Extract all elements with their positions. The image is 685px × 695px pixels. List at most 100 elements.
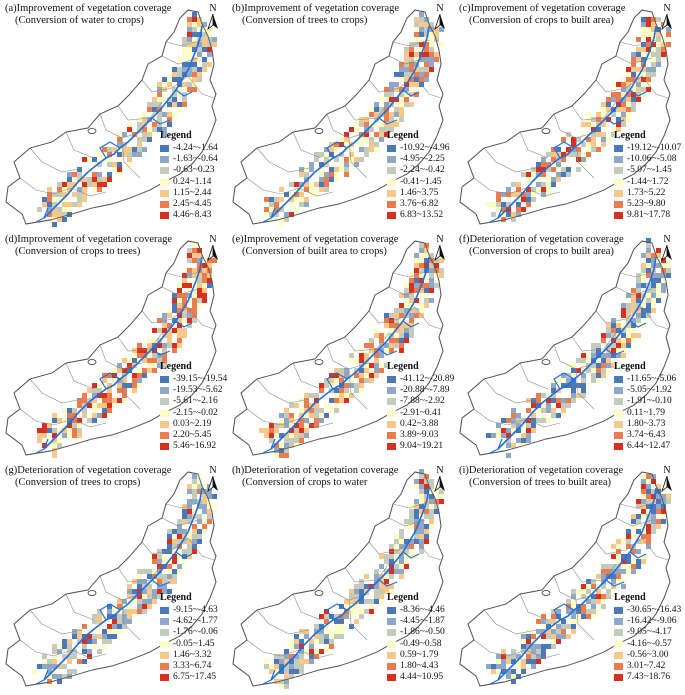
raster-cell bbox=[147, 599, 152, 604]
legend-swatch bbox=[387, 156, 396, 164]
raster-cell bbox=[309, 413, 314, 418]
raster-cell bbox=[197, 283, 202, 288]
raster-cell bbox=[147, 338, 152, 343]
raster-cell bbox=[92, 644, 97, 649]
raster-cell bbox=[87, 403, 92, 408]
raster-cell bbox=[177, 303, 182, 308]
raster-cell bbox=[394, 549, 399, 554]
raster-cell bbox=[52, 649, 57, 654]
raster-cell bbox=[354, 383, 359, 388]
raster-cell bbox=[162, 584, 167, 589]
legend-item: -7.88~-2.92 bbox=[387, 396, 455, 407]
raster-cell bbox=[344, 162, 349, 167]
raster-cell bbox=[177, 288, 182, 293]
raster-cell bbox=[202, 519, 207, 524]
raster-cell bbox=[77, 202, 82, 207]
raster-cell bbox=[192, 57, 197, 62]
raster-cell bbox=[641, 87, 646, 92]
raster-cell bbox=[72, 413, 77, 418]
legend-range-label: -19.53~-5.62 bbox=[173, 385, 223, 396]
raster-cell bbox=[359, 614, 364, 619]
raster-cell bbox=[319, 172, 324, 177]
raster-cell bbox=[399, 564, 404, 569]
raster-cell bbox=[486, 202, 491, 207]
legend-range-label: -1.44~1.72 bbox=[627, 176, 669, 187]
raster-cell bbox=[601, 102, 606, 107]
raster-cell bbox=[284, 443, 289, 448]
raster-cell bbox=[284, 423, 289, 428]
raster-cell bbox=[52, 664, 57, 669]
legend-swatch bbox=[614, 420, 623, 428]
legend-item: -5.05~-1.92 bbox=[614, 385, 682, 396]
raster-cell bbox=[57, 182, 62, 187]
raster-cell bbox=[339, 162, 344, 167]
raster-cell bbox=[409, 82, 414, 87]
raster-cell bbox=[556, 162, 561, 167]
district-boundary bbox=[641, 75, 669, 99]
raster-cell bbox=[157, 584, 162, 589]
raster-cell bbox=[97, 172, 102, 177]
raster-cell bbox=[506, 659, 511, 664]
raster-cell bbox=[197, 32, 202, 37]
raster-cell bbox=[636, 288, 641, 293]
raster-cell bbox=[107, 162, 112, 167]
raster-cell bbox=[434, 32, 439, 37]
raster-cell bbox=[601, 574, 606, 579]
raster-cell bbox=[354, 122, 359, 127]
raster-cell bbox=[42, 433, 47, 438]
lake bbox=[541, 359, 551, 365]
raster-cell bbox=[334, 177, 339, 182]
district-boundary bbox=[246, 408, 300, 426]
raster-cell bbox=[177, 524, 182, 529]
raster-cell bbox=[596, 574, 601, 579]
raster-cell bbox=[82, 413, 87, 418]
legend-item: -2.91~0.41 bbox=[387, 408, 455, 419]
raster-cell bbox=[197, 539, 202, 544]
raster-cell bbox=[646, 268, 651, 273]
raster-cell bbox=[142, 604, 147, 609]
raster-cell bbox=[419, 494, 424, 499]
raster-cell bbox=[631, 52, 636, 57]
legend-item: 0.24~1.14 bbox=[160, 177, 228, 188]
raster-cell bbox=[536, 167, 541, 172]
raster-cell bbox=[122, 624, 127, 629]
raster-cell bbox=[364, 574, 369, 579]
raster-cell bbox=[404, 559, 409, 564]
raster-cell bbox=[491, 669, 496, 674]
raster-cell bbox=[651, 288, 656, 293]
raster-cell bbox=[162, 589, 167, 594]
raster-cell bbox=[424, 253, 429, 258]
raster-cell bbox=[177, 564, 182, 569]
raster-cell bbox=[147, 584, 152, 589]
raster-cell bbox=[556, 634, 561, 639]
legend-title: Legend bbox=[160, 130, 192, 141]
raster-cell bbox=[127, 619, 132, 624]
legend-range-label: 0.42~3.88 bbox=[400, 418, 439, 429]
raster-cell bbox=[414, 253, 419, 258]
raster-cell bbox=[289, 192, 294, 197]
raster-cell bbox=[359, 358, 364, 363]
legend-item: 0.42~3.88 bbox=[387, 419, 455, 430]
raster-cell bbox=[606, 353, 611, 358]
raster-cell bbox=[354, 604, 359, 609]
raster-cell bbox=[192, 87, 197, 92]
raster-cell bbox=[571, 142, 576, 147]
raster-cell bbox=[379, 97, 384, 102]
raster-cell bbox=[409, 278, 414, 283]
raster-cell bbox=[279, 679, 284, 684]
legend-swatch bbox=[160, 376, 169, 384]
raster-cell bbox=[661, 37, 666, 42]
raster-cell bbox=[409, 57, 414, 62]
raster-cell bbox=[374, 122, 379, 127]
raster-cell bbox=[117, 132, 122, 137]
raster-cell bbox=[182, 67, 187, 72]
raster-cell bbox=[551, 378, 556, 383]
raster-cell bbox=[127, 363, 132, 368]
raster-cell bbox=[192, 524, 197, 529]
raster-cell bbox=[197, 17, 202, 22]
raster-cell bbox=[52, 418, 57, 423]
raster-cell bbox=[429, 52, 434, 57]
raster-cell bbox=[202, 273, 207, 278]
raster-cell bbox=[102, 398, 107, 403]
raster-cell bbox=[182, 47, 187, 52]
